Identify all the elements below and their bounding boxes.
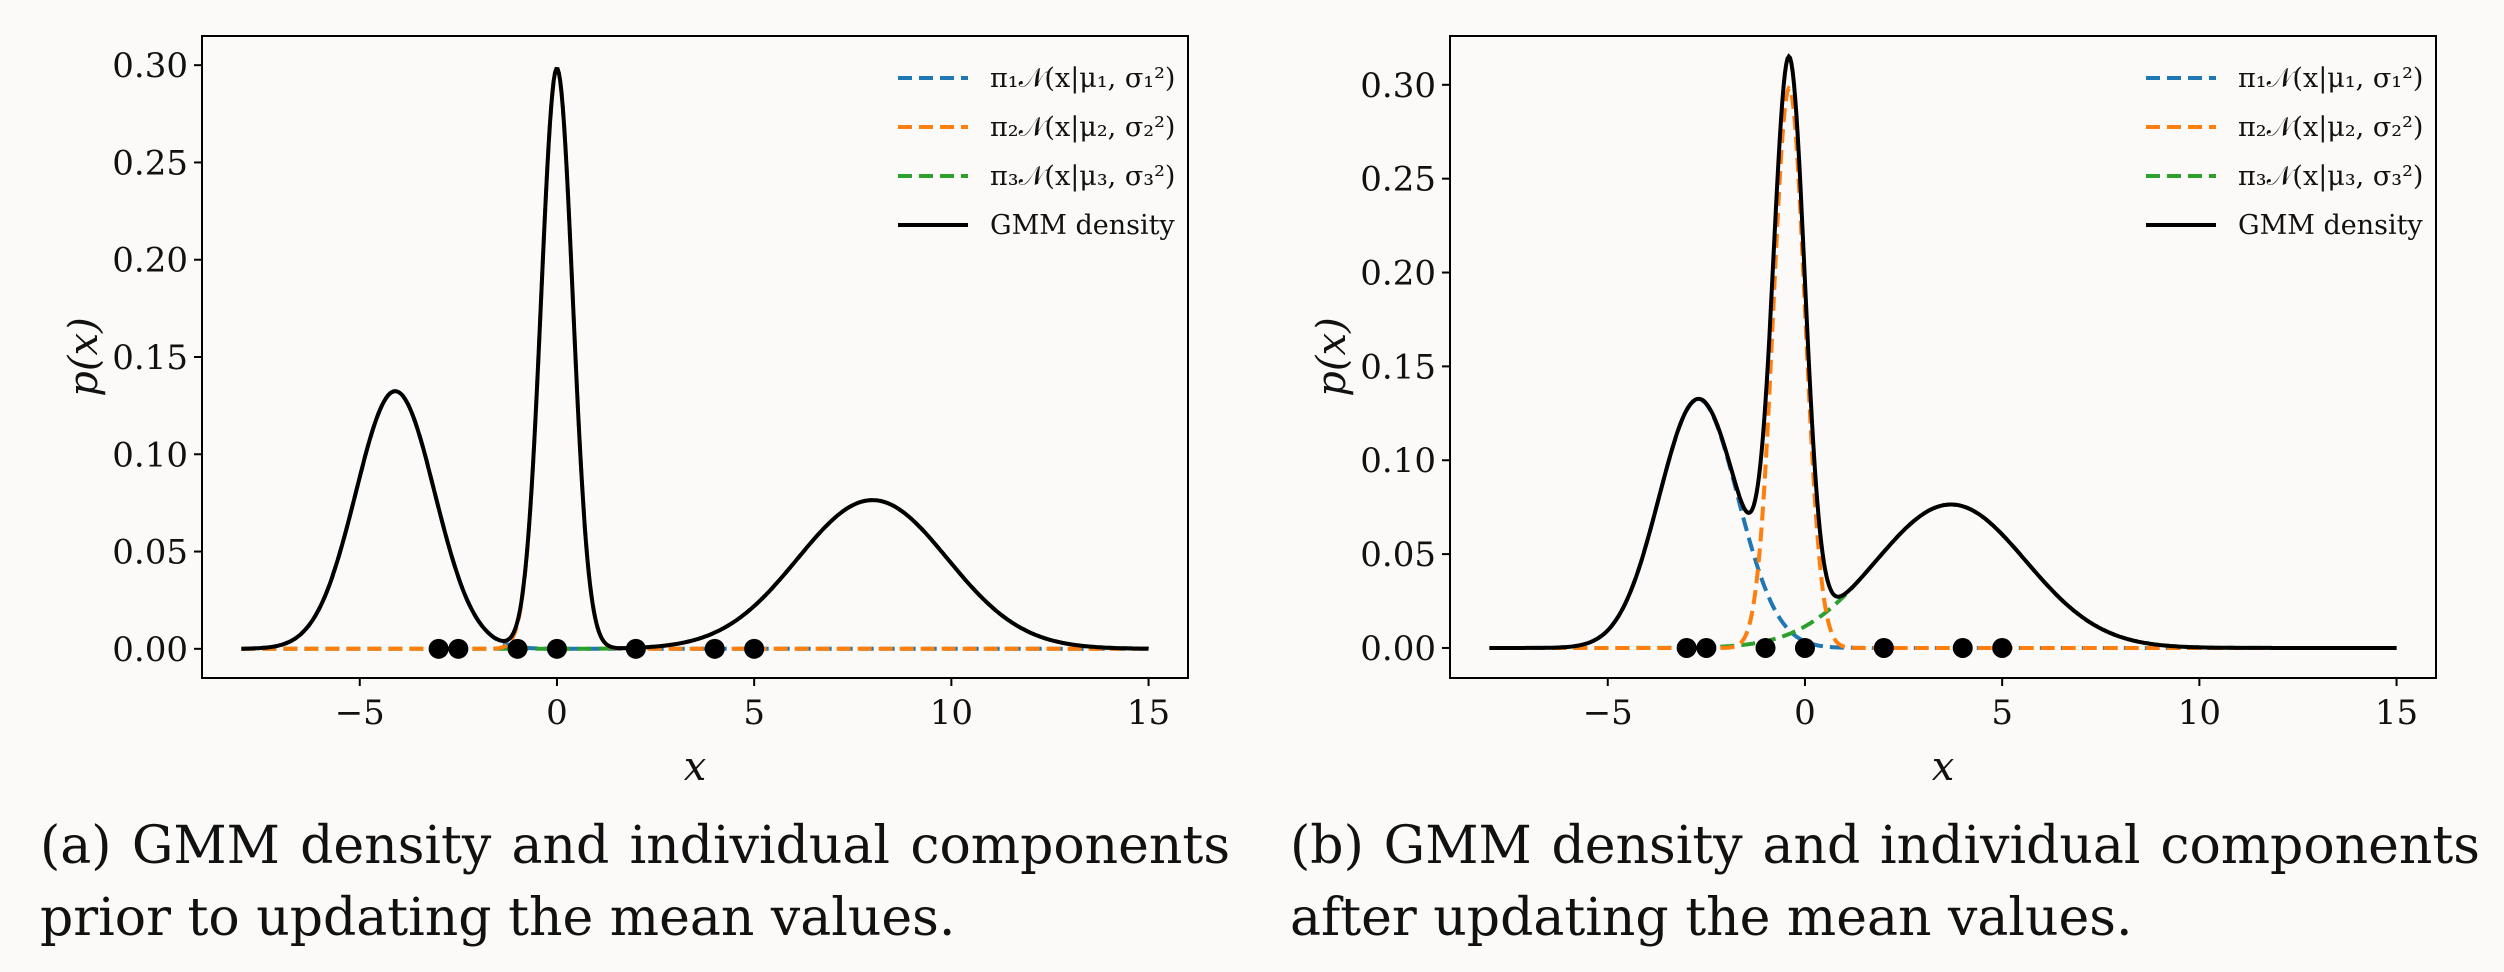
data-point (744, 638, 765, 659)
legend-label-component-2: π₂𝒩(x|μ₂, σ₂²) (990, 112, 1175, 143)
data-point (1794, 637, 1815, 658)
data-point (1676, 637, 1697, 658)
gmm-density-curve (1489, 53, 2397, 650)
data-point (507, 638, 528, 659)
data-point (704, 638, 725, 659)
data-point (546, 638, 567, 659)
x-tick-label: −5 (335, 693, 385, 733)
data-point (448, 638, 469, 659)
y-tick-label: 0.15 (112, 338, 188, 378)
caption-b: (b) GMM density and individual component… (1290, 816, 2480, 948)
y-axis-label: p(x) (1309, 317, 1355, 396)
plot-frame (1449, 35, 2437, 679)
y-tick-label: 0.20 (112, 241, 188, 281)
y-tick-label: 0.20 (1360, 254, 1436, 294)
y-tick-label: 0.30 (1360, 66, 1436, 106)
legend-label-component-3: π₃𝒩(x|μ₃, σ₃²) (990, 161, 1175, 192)
component-1-curve (1489, 397, 2397, 650)
x-tick-label: 10 (2178, 693, 2221, 733)
y-tick-label: 0.10 (112, 435, 188, 475)
component-3-curve (1489, 502, 2397, 650)
gmm-density-curve (241, 66, 1149, 651)
x-tick-label: 5 (1991, 693, 2013, 733)
legend-label-density: GMM density (2238, 210, 2423, 241)
y-tick-label: 0.15 (1360, 347, 1436, 387)
component-1-curve (241, 389, 1149, 651)
legend-label-component-3: π₃𝒩(x|μ₃, σ₃²) (2238, 161, 2423, 192)
data-point (1873, 637, 1894, 658)
panel-a-chart: −5 0 5 10 15 0.00 0.05 0.10 0.15 0.20 0.25 0.30 x p(x… (61, 35, 1189, 790)
x-axis-label: x (684, 744, 707, 790)
y-tick-label: 0.00 (112, 630, 188, 670)
y-tick-label: 0.05 (1360, 535, 1436, 575)
data-point (625, 638, 646, 659)
data-point (1952, 637, 1973, 658)
data-point (1696, 637, 1717, 658)
y-tick-label: 0.25 (112, 143, 188, 183)
component-2-curve (1489, 85, 2397, 650)
y-tick-label: 0.10 (1360, 441, 1436, 481)
x-axis-label: x (1932, 744, 1955, 790)
panel-b-chart: −5 0 5 10 15 0.00 0.05 0.10 0.15 0.20 0.25 0.30 x p(x… (1309, 35, 2437, 790)
component-3-curve (241, 498, 1149, 651)
data-point (1992, 637, 2013, 658)
x-tick-label: −5 (1583, 693, 1633, 733)
y-tick-label: 0.25 (1360, 160, 1436, 200)
x-tick-label: 15 (2375, 693, 2418, 733)
y-tick-label: 0.00 (1360, 629, 1436, 669)
x-tick-label: 15 (1127, 693, 1170, 733)
legend-label-component-1: π₁𝒩(x|μ₁, σ₁²) (2238, 63, 2423, 94)
x-tick-label: 0 (546, 693, 568, 733)
data-point (428, 638, 449, 659)
caption-a: (a) GMM density and individual component… (40, 816, 1230, 948)
legend-label-component-1: π₁𝒩(x|μ₁, σ₁²) (990, 63, 1175, 94)
y-tick-label: 0.05 (112, 533, 188, 573)
x-tick-label: 0 (1794, 693, 1816, 733)
y-tick-label: 0.30 (112, 46, 188, 86)
y-axis-label: p(x) (61, 317, 107, 396)
legend-label-density: GMM density (990, 210, 1175, 241)
data-point (1755, 637, 1776, 658)
component-2-curve (241, 66, 1149, 651)
x-tick-label: 10 (930, 693, 973, 733)
x-tick-label: 5 (743, 693, 765, 733)
legend-label-component-2: π₂𝒩(x|μ₂, σ₂²) (2238, 112, 2423, 143)
